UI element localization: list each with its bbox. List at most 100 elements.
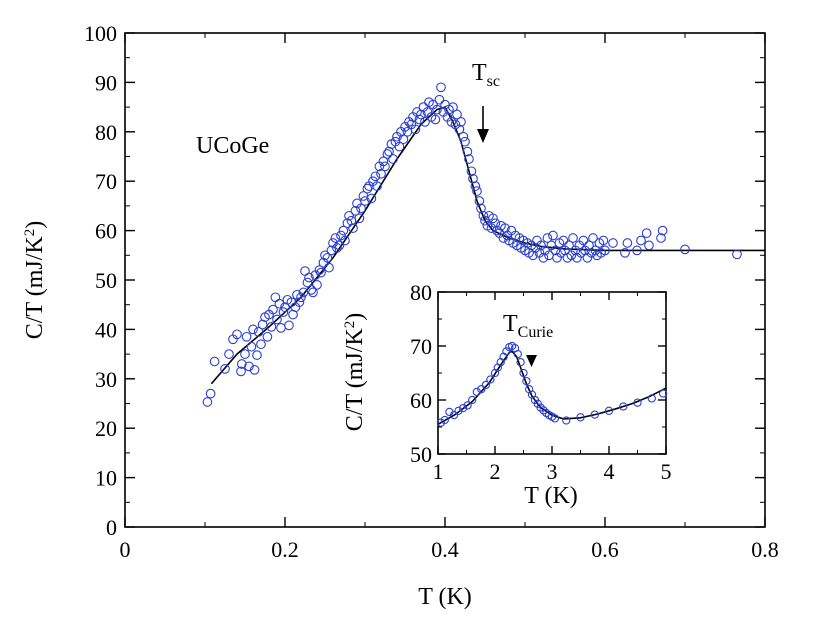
- main-data-point: [220, 364, 230, 374]
- inset-data-point: [516, 358, 525, 367]
- inset-data-point: [458, 403, 468, 413]
- main-y-tick-label: 90: [95, 70, 117, 95]
- annotation-tsc: Tsc: [472, 60, 500, 90]
- main-data-point: [538, 252, 549, 263]
- main-data-point: [266, 322, 277, 332]
- main-data-point: [470, 181, 481, 191]
- main-data-point: [430, 114, 441, 125]
- main-y-tick-label: 0: [106, 515, 117, 540]
- main-x-tick-label: 0.2: [271, 537, 299, 562]
- main-data-point: [253, 327, 264, 337]
- inset-data-point: [477, 385, 486, 394]
- main-data-point: [338, 225, 349, 236]
- inset-y-tick-label: 80: [410, 280, 432, 305]
- main-data-point: [249, 365, 260, 375]
- main-data-point: [564, 240, 574, 251]
- main-data-point: [548, 230, 558, 241]
- main-data-point: [360, 196, 370, 206]
- tcurie-arrow-icon: [526, 355, 537, 367]
- inset-data-point: [472, 387, 481, 397]
- main-data-point: [476, 203, 486, 214]
- main-x-tick-label: 0.4: [431, 537, 459, 562]
- inset-y-tick-label: 50: [410, 442, 432, 467]
- main-y-tick-label: 80: [95, 120, 117, 145]
- main-data-point: [340, 235, 350, 246]
- inset-data-point: [536, 403, 545, 412]
- main-y-axis-title-sup: 2: [22, 229, 38, 237]
- main-data-point: [272, 314, 282, 325]
- main-data-point: [542, 233, 553, 243]
- main-data-point: [236, 359, 247, 369]
- main-y-tick-label: 100: [84, 21, 117, 46]
- main-data-point: [420, 117, 430, 127]
- main-data-point: [500, 223, 510, 233]
- main-data-point: [314, 265, 325, 275]
- main-data-point: [472, 186, 482, 196]
- inset-data-point: [513, 349, 522, 359]
- main-data-point: [656, 233, 666, 243]
- inset-y-axis-title-close: ): [342, 313, 368, 321]
- main-data-point: [462, 146, 473, 157]
- main-data-point: [324, 262, 334, 273]
- main-x-tick-label: 0: [120, 537, 131, 562]
- main-y-tick-label: 50: [95, 268, 117, 293]
- main-data-point: [256, 339, 266, 350]
- main-data-point: [288, 309, 298, 320]
- main-data-point: [590, 245, 601, 256]
- tsc-arrow-icon: [477, 129, 489, 143]
- main-data-point: [202, 397, 213, 407]
- inset-y-axis-title: C/T (mJ/K2): [342, 313, 368, 431]
- main-data-point: [350, 205, 361, 216]
- main-y-axis-title-close: ): [22, 221, 48, 229]
- main-data-point: [488, 213, 498, 224]
- main-data-point: [657, 225, 668, 236]
- main-data-point: [558, 235, 569, 246]
- main-data-point: [414, 114, 425, 125]
- main-data-point: [382, 149, 393, 159]
- inset-data-point: [449, 410, 459, 420]
- annotation-tcurie: TCurie: [503, 311, 553, 341]
- main-data-point: [436, 82, 446, 93]
- main-data-point: [456, 117, 466, 127]
- main-data-point: [241, 331, 252, 342]
- main-data-point: [378, 156, 389, 167]
- main-data-point: [348, 223, 358, 233]
- main-data-point: [454, 124, 465, 135]
- main-data-point: [550, 245, 561, 256]
- main-data-point: [394, 141, 405, 152]
- inset-data-point: [463, 401, 472, 410]
- main-data-point: [490, 218, 501, 229]
- annotation-tsc-sub: sc: [487, 73, 500, 90]
- main-data-point: [244, 361, 254, 372]
- inset-data-point: [522, 376, 531, 386]
- main-data-point: [434, 94, 445, 105]
- main-data-point: [644, 240, 654, 251]
- main-data-point: [246, 341, 257, 352]
- main-data-point: [600, 245, 610, 256]
- main-data-point: [294, 297, 305, 308]
- main-data-point: [302, 277, 313, 288]
- main-data-point: [224, 349, 234, 359]
- main-data-point: [330, 233, 341, 243]
- main-data-point: [362, 183, 373, 194]
- inset-x-tick-label: 3: [547, 459, 558, 484]
- main-y-tick-label: 40: [95, 317, 117, 342]
- main-data-point: [320, 250, 330, 261]
- inset-plot-layer: 1 2 3 4 5 50 60 70 80: [410, 280, 672, 484]
- main-data-point: [262, 331, 273, 342]
- main-y-axis-title: C/T (mJ/K2): [22, 221, 48, 339]
- main-data-point: [474, 196, 485, 206]
- inset-plot-frame: [437, 291, 667, 455]
- main-data-point: [268, 304, 278, 315]
- main-data-point: [388, 154, 398, 164]
- main-x-tick-label: 0.6: [591, 537, 619, 562]
- main-x-tick-label: 0.8: [751, 537, 779, 562]
- main-data-point: [622, 238, 633, 248]
- main-data-point: [632, 245, 642, 256]
- main-data-point: [344, 210, 354, 221]
- main-data-point: [356, 203, 366, 214]
- main-data-point: [257, 319, 268, 330]
- inset-x-axis-title: T (K): [524, 483, 578, 509]
- main-data-point: [410, 124, 421, 135]
